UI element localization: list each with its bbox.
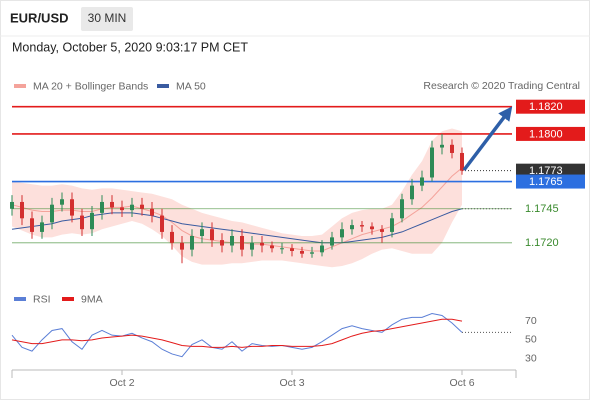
target-arrow xyxy=(462,106,513,172)
symbol: EUR/USD xyxy=(10,10,69,25)
legend-label: RSI xyxy=(33,293,51,305)
legend-swatch xyxy=(14,297,26,301)
candle-body xyxy=(30,218,34,232)
level-box xyxy=(516,163,585,178)
candle-body xyxy=(140,204,144,209)
level-label: 1.1773 xyxy=(529,165,563,177)
level-box xyxy=(516,126,585,141)
legend-swatch xyxy=(62,297,74,301)
x-tick-label: Oct 2 xyxy=(109,377,134,389)
candle-body xyxy=(330,237,334,246)
candle-body xyxy=(10,201,14,209)
candle-body xyxy=(400,199,404,219)
moving-average xyxy=(11,208,463,244)
candle-body xyxy=(270,245,274,249)
candle-body xyxy=(250,242,254,250)
timestamp: Monday, October 5, 2020 9:03:17 PM CET xyxy=(12,40,248,54)
rsi-line xyxy=(11,318,463,348)
level-label: 1.1745 xyxy=(525,203,559,215)
candle-body xyxy=(240,236,244,250)
level-box xyxy=(516,174,585,189)
x-tick-label: Oct 3 xyxy=(279,377,304,389)
candle-body xyxy=(180,242,184,250)
candle-body xyxy=(260,242,264,246)
candle-body xyxy=(20,201,24,219)
candle-body xyxy=(420,177,424,186)
candle-body xyxy=(450,144,454,153)
legend-swatch xyxy=(14,84,26,88)
candle-body xyxy=(210,229,214,241)
candle-body xyxy=(190,236,194,250)
rsi-tick-label: 50 xyxy=(525,334,537,346)
candle-body xyxy=(340,229,344,238)
legend-label: MA 50 xyxy=(176,80,206,92)
candle-body xyxy=(80,215,84,230)
bollinger-band xyxy=(12,128,462,268)
candle-body xyxy=(230,236,234,246)
level-label: 1.1800 xyxy=(529,128,563,140)
credit: Research © 2020 Trading Central xyxy=(423,80,580,92)
candle-body xyxy=(120,207,124,211)
candle-body xyxy=(170,231,174,243)
candle-body xyxy=(320,245,324,253)
legend-label: MA 20 + Bollinger Bands xyxy=(33,80,148,92)
candle-body xyxy=(390,218,394,232)
candle-body xyxy=(360,225,364,227)
timeframe: 30 MIN xyxy=(88,11,127,25)
candle-body xyxy=(70,199,74,216)
candle-body xyxy=(300,250,304,254)
level-label: 1.1720 xyxy=(525,237,559,249)
candle-body xyxy=(370,226,374,230)
legend-swatch xyxy=(157,84,169,88)
candle-body xyxy=(130,204,134,211)
timeframe-box xyxy=(81,7,133,31)
candle-body xyxy=(100,201,104,213)
candle-body xyxy=(200,229,204,236)
candle-body xyxy=(160,215,164,232)
candle-body xyxy=(440,144,444,148)
candle-body xyxy=(40,222,44,232)
level-box xyxy=(516,99,585,114)
candle-body xyxy=(280,248,284,250)
candle-body xyxy=(220,240,224,246)
candle-body xyxy=(150,208,154,216)
candle-body xyxy=(60,199,64,205)
candle-body xyxy=(410,185,414,200)
candle-body xyxy=(310,252,314,254)
candle-body xyxy=(430,147,434,178)
legend-label: 9MA xyxy=(81,293,103,305)
level-label: 1.1765 xyxy=(529,176,563,188)
candle-body xyxy=(90,212,94,230)
x-tick-label: Oct 6 xyxy=(449,377,474,389)
candle-body xyxy=(460,152,464,171)
rsi-tick-label: 30 xyxy=(525,352,537,364)
candle-body xyxy=(350,225,354,230)
candle-body xyxy=(380,229,384,232)
level-label: 1.1820 xyxy=(529,101,563,113)
candle-body xyxy=(290,248,294,251)
candle-body xyxy=(110,201,114,208)
candle-body xyxy=(50,204,54,223)
rsi-tick-label: 70 xyxy=(525,315,537,327)
